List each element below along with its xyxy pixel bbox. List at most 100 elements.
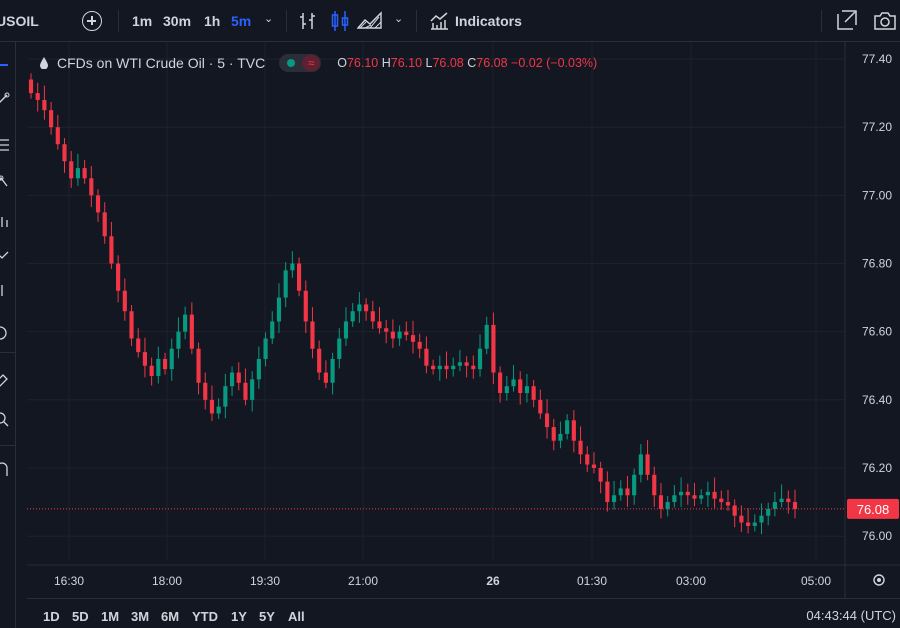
legend-title[interactable]: CFDs on WTI Crude Oil · 5 · TVC — [57, 55, 266, 71]
utc-clock[interactable]: 04:43:44 (UTC) — [806, 608, 896, 623]
range-all[interactable]: All — [288, 609, 305, 624]
range-ytd[interactable]: YTD — [192, 609, 218, 624]
chart-pane[interactable]: 77.40 77.20 77.00 76.80 76.60 76.40 76.20 76.00… — [27, 42, 900, 628]
timeframe-1m[interactable]: 1m — [132, 13, 153, 29]
candle-body — [390, 331, 395, 339]
candle-body — [49, 110, 54, 128]
range-1m[interactable]: 1M — [101, 609, 120, 624]
x-tick-label: 18:00 — [152, 574, 182, 588]
fullscreen-icon[interactable] — [837, 10, 857, 30]
chevron-down-icon[interactable]: ⌄ — [394, 13, 404, 25]
candle-body — [672, 495, 677, 503]
candle-body — [35, 93, 40, 100]
candle-body — [283, 270, 288, 298]
candle-body — [498, 372, 503, 394]
indicators-icon[interactable] — [429, 11, 449, 31]
pattern-icon[interactable] — [0, 174, 10, 190]
prediction-icon[interactable] — [0, 212, 10, 228]
y-tick-label: 76.20 — [862, 461, 892, 475]
zoom-icon[interactable] — [0, 412, 10, 428]
range-1d[interactable]: 1D — [43, 609, 60, 624]
candle-body — [457, 362, 462, 366]
candle-body — [149, 365, 154, 376]
candle-body — [658, 495, 664, 509]
candle-body — [209, 399, 215, 414]
divider — [286, 10, 287, 32]
candle-body — [343, 321, 349, 339]
settings-gear-icon[interactable] — [877, 578, 881, 582]
area-chart-icon[interactable] — [357, 11, 383, 31]
candle-body — [746, 522, 751, 526]
camera-icon[interactable] — [873, 11, 897, 31]
trend-line-icon[interactable] — [0, 92, 10, 108]
candle-body — [370, 311, 375, 322]
magnet-icon[interactable] — [0, 462, 10, 478]
price-chart[interactable]: 77.40 77.20 77.00 76.80 76.60 76.40 76.20 76.00… — [27, 42, 900, 598]
range-5y[interactable]: 5Y — [259, 609, 275, 624]
ruler-icon[interactable] — [0, 372, 10, 388]
candle-body — [571, 420, 576, 441]
drawing-toolbar — [0, 42, 16, 628]
fib-icon[interactable] — [0, 137, 10, 153]
candle-body — [685, 491, 690, 496]
symbol-search[interactable]: USOIL — [0, 13, 39, 29]
candle-body — [82, 168, 87, 179]
timeframe-1h[interactable]: 1h — [204, 13, 221, 29]
settings-gear-icon[interactable] — [873, 574, 885, 586]
candle-body — [256, 358, 261, 380]
candle-body — [444, 365, 449, 370]
candle-body — [725, 502, 731, 506]
emoji-icon[interactable] — [0, 325, 10, 341]
candle-body — [75, 168, 80, 179]
indicators-button[interactable]: Indicators — [455, 13, 522, 29]
range-5d[interactable]: 5D — [72, 609, 89, 624]
last-price-tag — [847, 498, 899, 519]
candle-body — [183, 314, 188, 332]
candle-body — [364, 304, 369, 312]
candle-body — [95, 195, 101, 213]
candle-body — [296, 263, 302, 291]
bottom-toolbar: 1D 5D 1M 3M 6M YTD 1Y 5Y All 04:43:44 (U… — [27, 598, 900, 628]
candle-body — [772, 502, 777, 509]
candle-body — [384, 328, 389, 332]
candle-body — [350, 311, 355, 322]
divider — [416, 10, 417, 32]
candle-body — [62, 144, 67, 162]
open-value: 76.10 — [346, 56, 379, 70]
candle-body — [779, 498, 784, 503]
divider — [821, 10, 822, 32]
candle-body — [464, 362, 469, 366]
divider — [0, 352, 15, 353]
timeframe-5m[interactable]: 5m — [231, 13, 252, 29]
candle-body — [692, 495, 697, 499]
candle-body — [109, 236, 114, 264]
candle-body — [678, 491, 684, 496]
text-icon[interactable] — [0, 282, 10, 298]
add-symbol-icon[interactable] — [82, 11, 102, 31]
candle-body — [404, 331, 409, 336]
x-tick-label: 19:30 — [250, 574, 280, 588]
candle-body — [330, 358, 335, 383]
brush-icon[interactable] — [0, 244, 10, 260]
y-tick-label: 76.40 — [862, 393, 892, 407]
candle-body — [739, 515, 744, 523]
candles-icon[interactable] — [330, 10, 350, 32]
range-3m[interactable]: 3M — [131, 609, 150, 624]
market-status-pill[interactable]: ≈ — [279, 54, 322, 72]
candle-body — [102, 212, 107, 237]
crosshair-icon[interactable] — [0, 64, 8, 66]
candle-body — [229, 372, 235, 387]
candle-body — [431, 365, 436, 370]
range-6m[interactable]: 6M — [161, 609, 180, 624]
candle-body — [28, 79, 34, 94]
top-toolbar: USOIL 1m 30m 1h 5m ⌄ ⌄ Indicators — [0, 0, 900, 42]
candle-body — [732, 505, 737, 516]
timeframe-30m[interactable]: 30m — [163, 13, 192, 29]
candle-body — [551, 427, 556, 441]
y-tick-label: 76.60 — [862, 325, 892, 339]
bar-chart-icon[interactable] — [298, 11, 318, 31]
range-1y[interactable]: 1Y — [231, 609, 247, 624]
chevron-down-icon[interactable]: ⌄ — [264, 13, 274, 25]
candle-body — [699, 495, 704, 499]
candle-body — [270, 321, 275, 339]
